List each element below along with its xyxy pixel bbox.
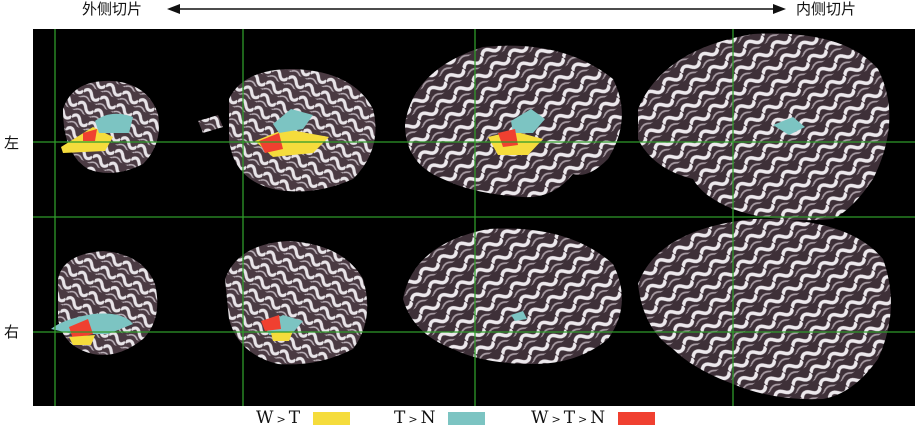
legend-item-w-gt-t-gt-n: W > T > N [531,407,656,429]
grid-lines [33,29,915,406]
left-slice-3 [405,45,622,198]
legend-swatch-yellow [313,411,351,425]
legend-swatch-teal [448,411,486,425]
right-slice-2 [225,241,368,365]
left-slice-4 [638,33,890,221]
slice-direction-axis: 外侧切片 内侧切片 [0,0,915,24]
legend-swatch-red [618,411,656,425]
medial-slice-label: 内侧切片 [796,0,857,18]
right-hemisphere-label: 右 [4,323,20,341]
left-hemisphere-label: 左 [4,134,20,152]
legend-item-t-gt-n: T > N [394,407,486,429]
left-slice-1 [61,80,159,173]
brain-slices-canvas [33,29,915,406]
right-slice-4 [638,218,891,400]
lateral-slice-label: 外侧切片 [82,0,143,18]
right-slice-1 [51,251,158,355]
right-slice-3 [403,228,622,364]
legend-item-w-gt-t: W > T [256,407,351,429]
brain-slices-panel [33,29,915,406]
double-arrow-icon [167,4,786,14]
left-slice-2 [198,69,376,192]
